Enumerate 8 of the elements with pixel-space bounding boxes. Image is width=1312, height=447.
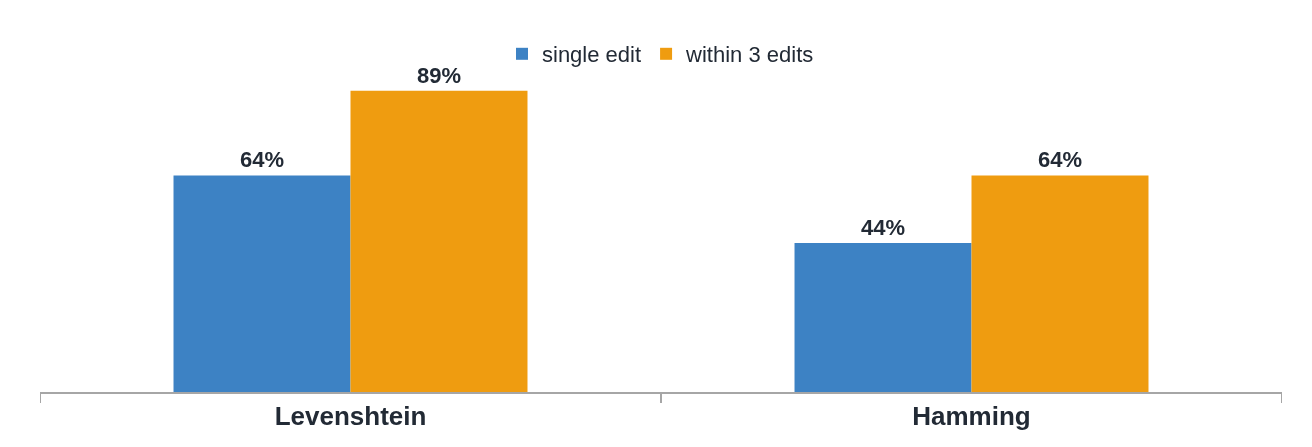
x-tick-label: Levenshtein	[274, 401, 427, 432]
data-label: 64%	[239, 147, 285, 173]
data-label: 44%	[860, 215, 906, 241]
x-tick-label: Hamming	[912, 401, 1031, 432]
data-label: 89%	[416, 62, 462, 88]
legend-label: within 3 edits	[685, 42, 814, 68]
data-label: 64%	[1037, 147, 1083, 173]
legend-label: single edit	[542, 42, 642, 68]
